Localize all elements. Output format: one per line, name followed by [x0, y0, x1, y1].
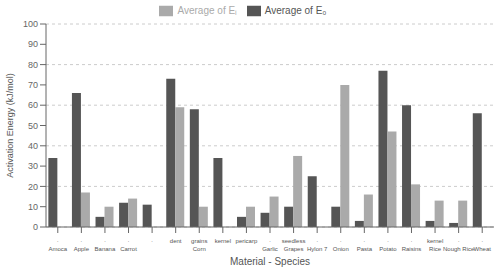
- svg-text:Activation Energy (kJ/mol): Activation Energy (kJ/mol): [8, 73, 15, 178]
- svg-text:·: ·: [410, 238, 412, 244]
- svg-text:40: 40: [28, 141, 38, 151]
- svg-text:30: 30: [28, 161, 38, 171]
- svg-text:·: ·: [458, 238, 460, 244]
- svg-text:Banana: Banana: [95, 246, 116, 252]
- html-text:Average of E₀: Average of E₀: [264, 4, 327, 16]
- svg-text:pericarp: pericarp: [236, 238, 258, 244]
- svg-text:·: ·: [80, 238, 82, 244]
- svg-text:dent: dent: [170, 238, 182, 244]
- svg-text:·: ·: [316, 238, 318, 244]
- svg-text:·: ·: [363, 238, 365, 244]
- svg-text:Hylon 7: Hylon 7: [307, 246, 328, 252]
- svg-text:10: 10: [28, 202, 38, 212]
- svg-text:90: 90: [28, 39, 38, 49]
- svg-text:50: 50: [28, 121, 38, 131]
- svg-text:Onion: Onion: [333, 246, 349, 252]
- svg-text:seedless: seedless: [282, 238, 306, 244]
- svg-text:Pasta: Pasta: [357, 246, 373, 252]
- svg-text:Garlic: Garlic: [262, 246, 278, 252]
- svg-text:Material - Species: Material - Species: [230, 256, 310, 267]
- svg-text:·: ·: [104, 238, 106, 244]
- svg-text:Raisins: Raisins: [402, 246, 422, 252]
- svg-text:Wheat: Wheat: [474, 246, 492, 252]
- svg-text:·: ·: [128, 238, 130, 244]
- svg-text:Grapes: Grapes: [284, 246, 304, 252]
- svg-text:grains: grains: [191, 238, 207, 244]
- svg-text:·: ·: [151, 238, 153, 244]
- svg-text:70: 70: [28, 80, 38, 90]
- svg-text:100: 100: [23, 19, 38, 29]
- svg-text:kernel: kernel: [215, 238, 231, 244]
- svg-text:80: 80: [28, 60, 38, 70]
- svg-text:·: ·: [57, 238, 59, 244]
- svg-text:Potato: Potato: [379, 246, 397, 252]
- svg-text:0: 0: [33, 222, 38, 232]
- svg-text:60: 60: [28, 100, 38, 110]
- svg-text:·: ·: [481, 238, 483, 244]
- svg-text:·: ·: [387, 238, 389, 244]
- svg-text:Corn: Corn: [193, 246, 206, 252]
- html-text:Average of Eᵢ: Average of Eᵢ: [177, 4, 237, 16]
- svg-text:20: 20: [28, 182, 38, 192]
- svg-text:Carrot: Carrot: [120, 246, 137, 252]
- svg-text:Nough Rice: Nough Rice: [443, 246, 475, 252]
- svg-text:kernel: kernel: [427, 238, 443, 244]
- svg-text:Apple: Apple: [74, 246, 90, 252]
- svg-text:·: ·: [269, 238, 271, 244]
- svg-text:Amoca: Amoca: [48, 246, 67, 252]
- svg-text:Rice: Rice: [429, 246, 442, 252]
- svg-text:·: ·: [340, 238, 342, 244]
